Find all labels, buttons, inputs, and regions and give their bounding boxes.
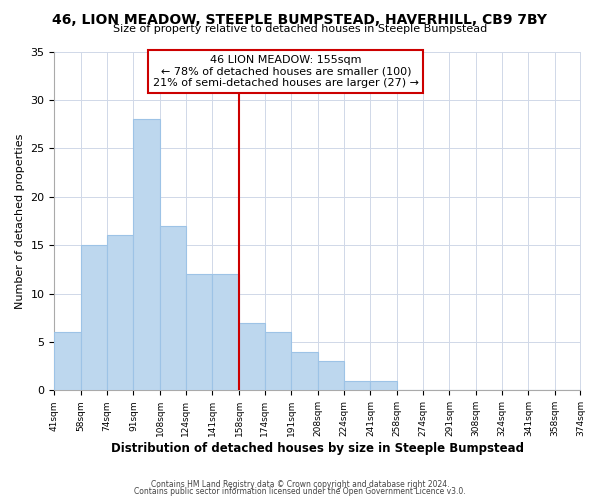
Bar (239, 322, 265, 390)
Bar (370, 380, 397, 390)
Bar (265, 332, 292, 390)
Bar (292, 352, 318, 391)
Bar (107, 236, 133, 390)
Bar (160, 226, 185, 390)
Bar (185, 274, 212, 390)
X-axis label: Distribution of detached houses by size in Steeple Bumpstead: Distribution of detached houses by size … (111, 442, 524, 455)
Y-axis label: Number of detached properties: Number of detached properties (15, 133, 25, 308)
Text: Contains HM Land Registry data © Crown copyright and database right 2024.: Contains HM Land Registry data © Crown c… (151, 480, 449, 489)
Text: Size of property relative to detached houses in Steeple Bumpstead: Size of property relative to detached ho… (113, 24, 487, 34)
Text: 46, LION MEADOW, STEEPLE BUMPSTEAD, HAVERHILL, CB9 7BY: 46, LION MEADOW, STEEPLE BUMPSTEAD, HAVE… (53, 12, 548, 26)
Text: 46 LION MEADOW: 155sqm
← 78% of detached houses are smaller (100)
21% of semi-de: 46 LION MEADOW: 155sqm ← 78% of detached… (153, 55, 419, 88)
Bar (81, 245, 107, 390)
Bar (318, 362, 344, 390)
Text: Contains public sector information licensed under the Open Government Licence v3: Contains public sector information licen… (134, 487, 466, 496)
Bar (212, 274, 239, 390)
Bar (344, 380, 370, 390)
Bar (133, 120, 160, 390)
Bar (55, 332, 81, 390)
